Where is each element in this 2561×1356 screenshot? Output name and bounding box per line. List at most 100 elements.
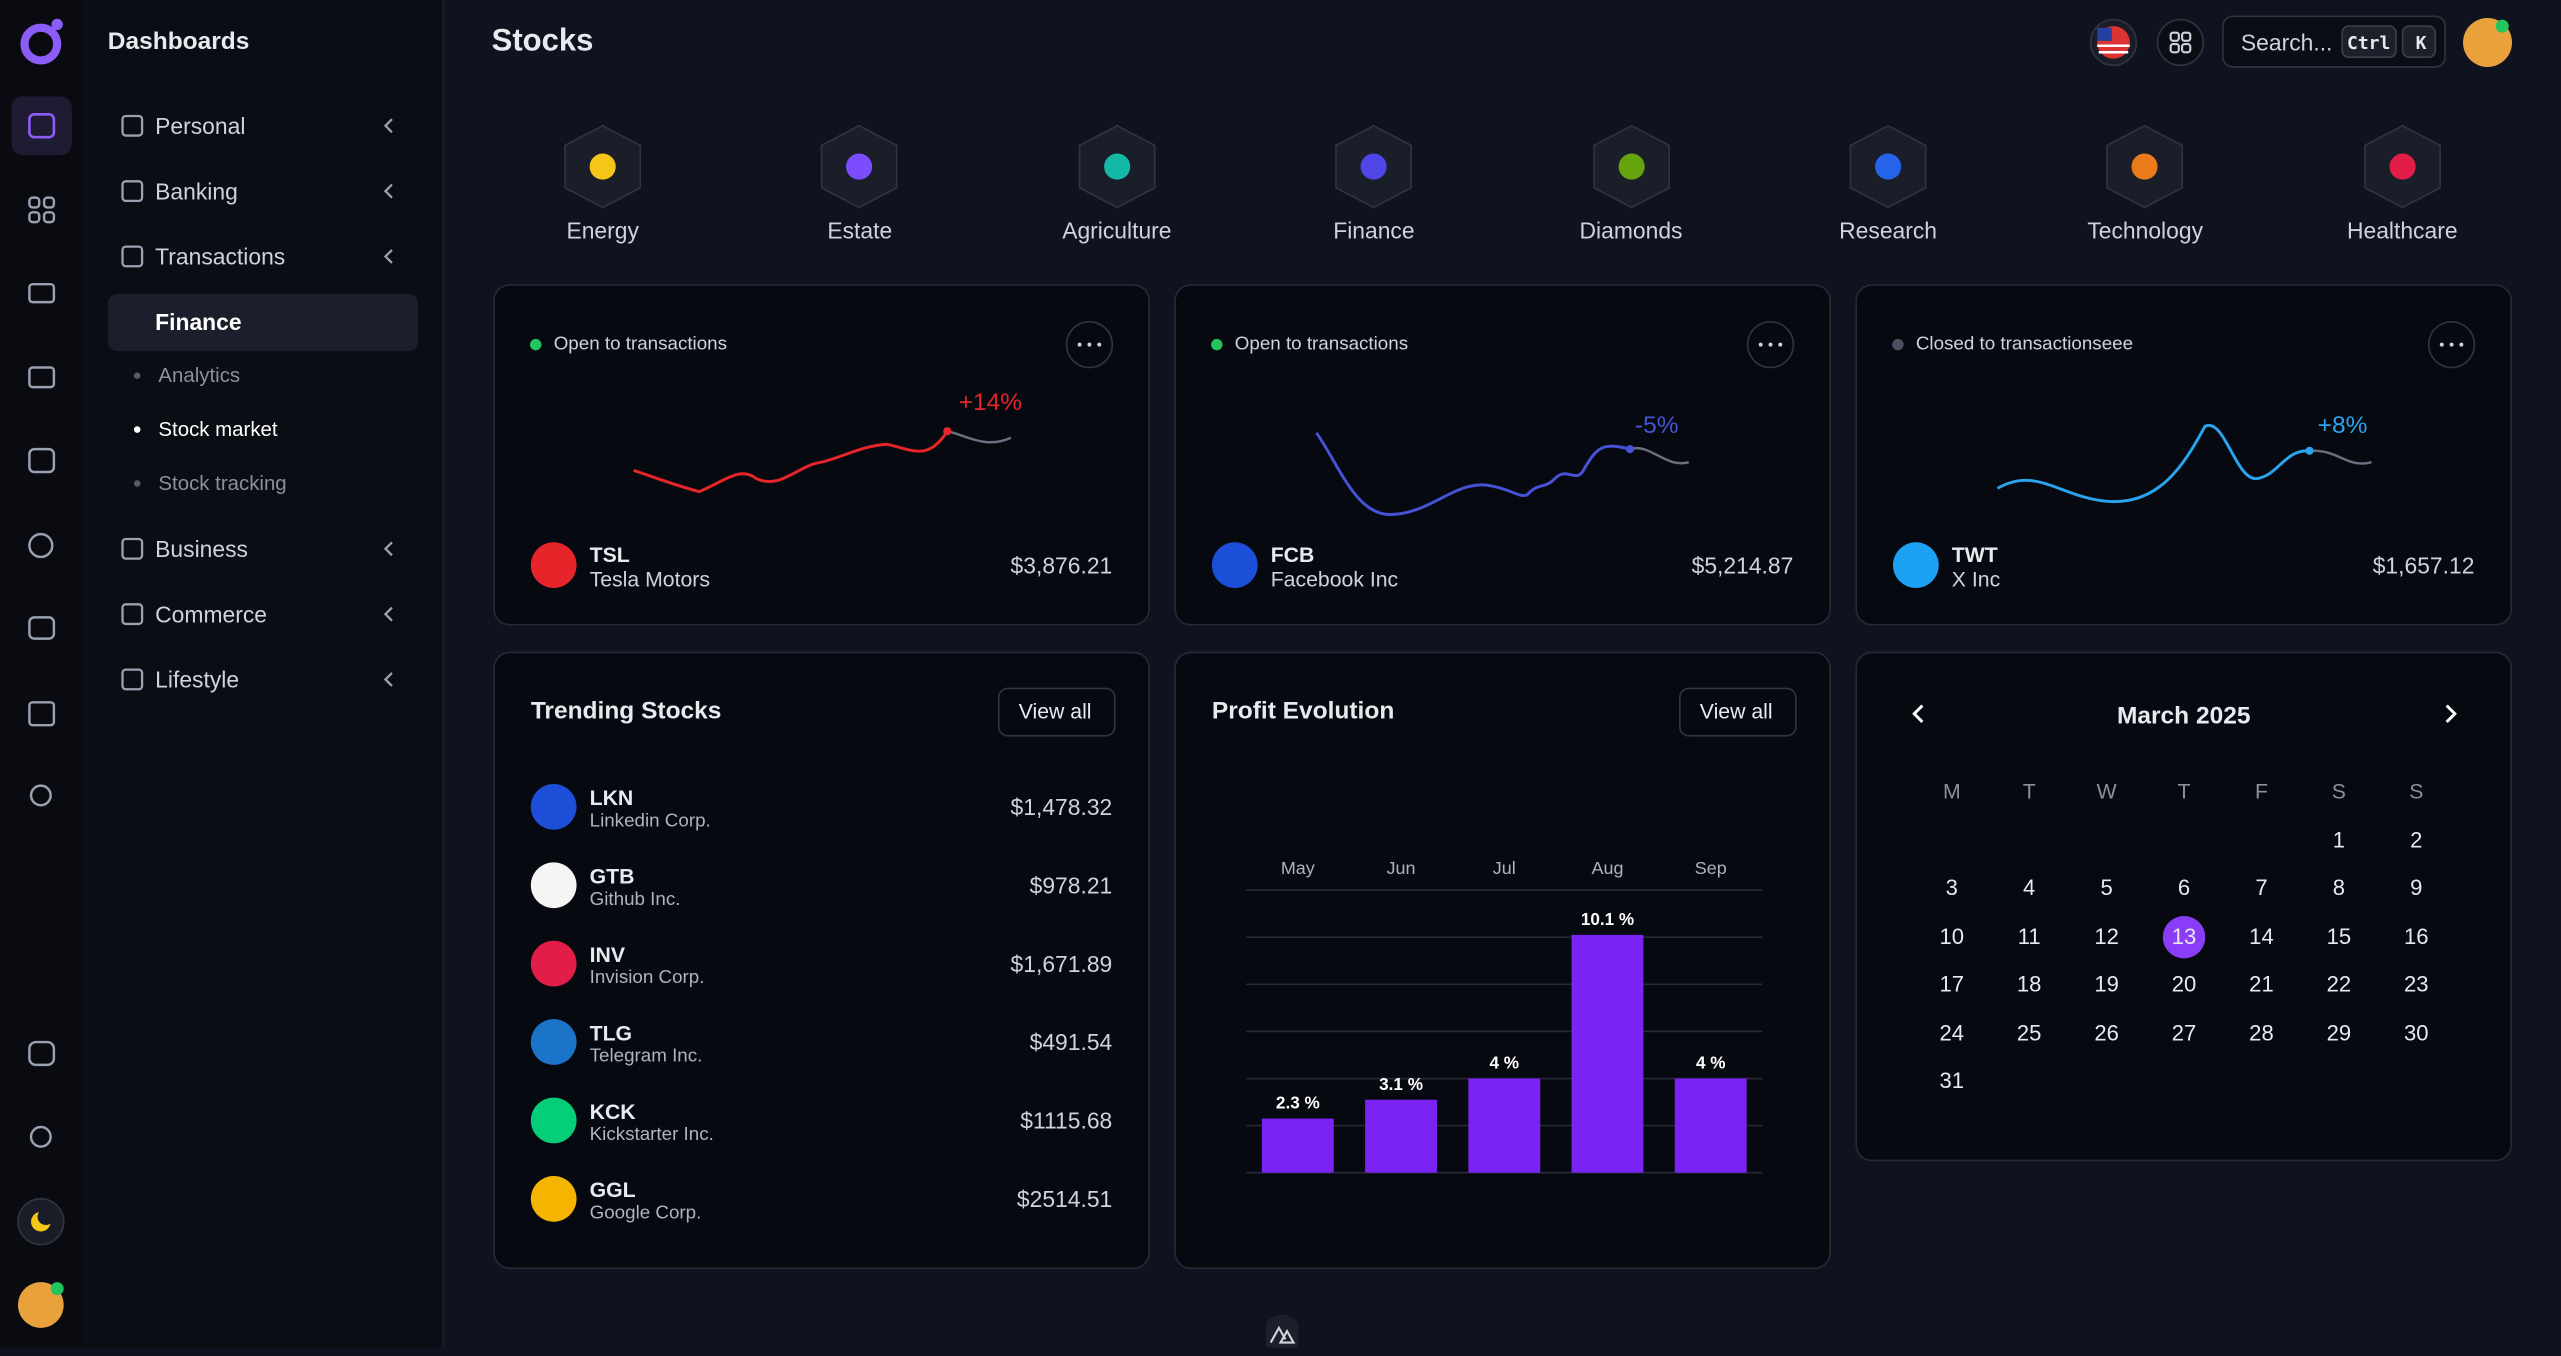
- day[interactable]: 8: [2332, 876, 2346, 901]
- x-tick-label: Sep: [1695, 858, 1727, 878]
- submenu-dot: [133, 426, 141, 433]
- sector-label[interactable]: Research: [1839, 217, 1938, 244]
- day[interactable]: 24: [1939, 1020, 1965, 1045]
- day[interactable]: 16: [2404, 924, 2429, 949]
- ticker: LKN: [589, 785, 634, 811]
- x-tick-label: May: [1281, 858, 1315, 878]
- view-all-button[interactable]: [1679, 687, 1797, 737]
- sector-label[interactable]: Technology: [2087, 217, 2204, 244]
- sector-icon: [1078, 124, 1156, 209]
- day[interactable]: 13: [2171, 924, 2197, 949]
- value-label: 3.1 %: [1379, 1074, 1423, 1094]
- change-label: +8%: [2317, 411, 2368, 440]
- sector-label[interactable]: Energy: [566, 217, 639, 244]
- day[interactable]: 12: [2094, 924, 2119, 949]
- weekday: S: [2409, 779, 2424, 804]
- profit-card: Profit Evolution View all May 2.3 % Jun 3.1 %…: [1174, 651, 1831, 1270]
- company-logo: [530, 783, 577, 830]
- day[interactable]: 28: [2249, 1020, 2274, 1045]
- menu-icon: [121, 537, 144, 560]
- header-tools: [2089, 15, 2513, 68]
- x-tick-label: Aug: [1592, 858, 1624, 878]
- price: $1,657.12: [2372, 552, 2475, 579]
- day[interactable]: 14: [2249, 924, 2274, 949]
- sidebar-title: Dashboards: [107, 27, 250, 56]
- more-dot: [2439, 342, 2444, 347]
- day[interactable]: 26: [2094, 1020, 2119, 1045]
- value-label: 2.3 %: [1276, 1093, 1320, 1113]
- day[interactable]: 22: [2326, 972, 2352, 997]
- menu-item[interactable]: Finance: [155, 308, 242, 335]
- company-name: Telegram Inc.: [589, 1046, 703, 1067]
- sector-icon: [1849, 124, 1927, 209]
- shortcut-key: Ctrl: [2347, 32, 2391, 54]
- sector-label[interactable]: Diamonds: [1579, 217, 1683, 244]
- button-label[interactable]: View all: [1699, 699, 1773, 724]
- sector-glyph: [1617, 153, 1645, 180]
- day[interactable]: 2: [2410, 828, 2423, 853]
- day[interactable]: 9: [2410, 876, 2423, 901]
- sector-label[interactable]: Finance: [1333, 217, 1415, 244]
- submenu-item[interactable]: Analytics: [158, 364, 241, 388]
- company-name: X Inc: [1951, 566, 2001, 592]
- sparkline-dot: [1625, 445, 1635, 454]
- sector-label[interactable]: Agriculture: [1062, 217, 1172, 244]
- x-tick-label: Jul: [1493, 858, 1516, 878]
- menu-item[interactable]: Transactions: [155, 243, 286, 270]
- day[interactable]: 18: [2016, 972, 2042, 997]
- chevron: [383, 672, 393, 687]
- day[interactable]: 21: [2249, 972, 2274, 997]
- menu-item[interactable]: Banking: [155, 178, 238, 205]
- company-name: Tesla Motors: [589, 566, 711, 592]
- day[interactable]: 10: [1939, 924, 1965, 949]
- day[interactable]: 15: [2326, 924, 2352, 949]
- card-title: Trending Stocks: [530, 697, 722, 726]
- company-logo: [1892, 542, 1939, 588]
- day[interactable]: 30: [2404, 1020, 2429, 1045]
- day[interactable]: 29: [2326, 1020, 2352, 1045]
- menu-item[interactable]: Commerce: [155, 601, 267, 628]
- menu-item[interactable]: Lifestyle: [155, 666, 240, 693]
- page-title: Stocks: [491, 24, 594, 59]
- sidebar: Dashboards Personal Banking Transactions Fi…: [83, 0, 445, 1348]
- day[interactable]: 17: [1939, 972, 1965, 997]
- submenu-dot: [133, 372, 141, 379]
- submenu-item[interactable]: Stock market: [158, 418, 278, 441]
- sparkline-tail: [947, 429, 1012, 444]
- day[interactable]: 23: [2404, 972, 2429, 997]
- sector-label[interactable]: Estate: [827, 217, 893, 244]
- more-dot: [1758, 342, 1763, 347]
- next-month: [2445, 704, 2457, 723]
- search-placeholder[interactable]: Search...: [2240, 29, 2333, 56]
- sector-label[interactable]: Healthcare: [2346, 217, 2458, 244]
- sector-icon: [1335, 124, 1413, 209]
- chevron: [383, 249, 393, 264]
- day[interactable]: 7: [2255, 876, 2268, 901]
- day[interactable]: 27: [2171, 1020, 2197, 1045]
- day[interactable]: 25: [2016, 1020, 2042, 1045]
- company-logo: [530, 542, 577, 588]
- menu-item[interactable]: Business: [155, 535, 248, 562]
- more-button: [1065, 320, 1114, 369]
- day[interactable]: 5: [2100, 876, 2113, 901]
- sector-glyph: [1360, 153, 1387, 180]
- view-all-button[interactable]: [997, 687, 1116, 737]
- trending-card: Trending Stocks View all LKN Linkedin Corp.…: [493, 651, 1150, 1270]
- bar: [1571, 934, 1644, 1173]
- menu-item[interactable]: Personal: [155, 112, 246, 139]
- day[interactable]: 20: [2171, 972, 2197, 997]
- day[interactable]: 4: [2023, 876, 2036, 901]
- day[interactable]: 1: [2332, 828, 2346, 853]
- day[interactable]: 3: [1945, 876, 1958, 901]
- day[interactable]: 19: [2094, 972, 2119, 997]
- day[interactable]: 31: [1939, 1068, 1965, 1093]
- day[interactable]: 11: [2017, 924, 2041, 949]
- button-label[interactable]: View all: [1018, 699, 1092, 724]
- more-button: [1746, 320, 1795, 369]
- submenu-item[interactable]: Stock tracking: [158, 472, 287, 495]
- company-name: Github Inc.: [589, 890, 681, 910]
- day[interactable]: 6: [2177, 876, 2191, 901]
- company-logo: [530, 862, 577, 909]
